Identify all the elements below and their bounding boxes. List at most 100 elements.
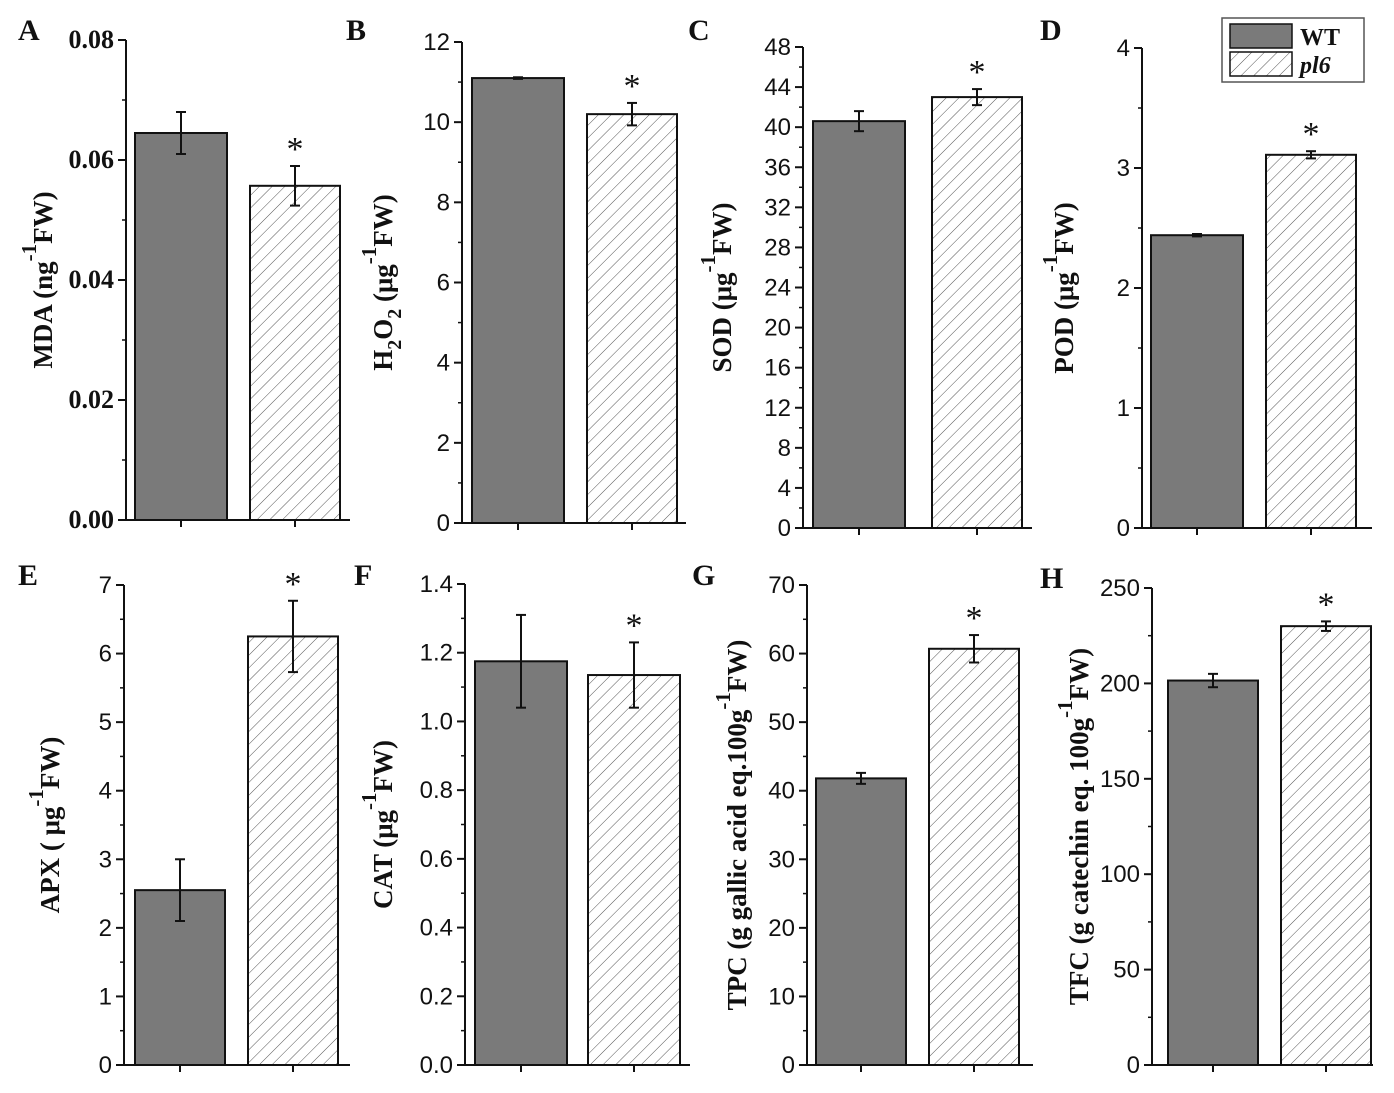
significance-marker: * xyxy=(1318,586,1335,623)
y-tick-label: 0 xyxy=(1127,1052,1140,1079)
y-tick-label: 0 xyxy=(782,1052,795,1079)
y-axis-label: POD (μg-1FW) xyxy=(1038,202,1079,374)
y-tick-label: 40 xyxy=(768,778,795,805)
significance-marker: * xyxy=(969,54,986,91)
y-tick-label: 50 xyxy=(768,709,795,736)
y-tick-label: 48 xyxy=(764,34,791,61)
y-tick-label: 50 xyxy=(1113,957,1140,984)
panel-label: F xyxy=(354,559,372,592)
bar-pl6 xyxy=(587,674,681,1067)
error-bar xyxy=(288,599,298,674)
y-tick-label: 0.2 xyxy=(420,983,453,1010)
panel-label: H xyxy=(1040,562,1063,595)
y-tick-label: 0 xyxy=(437,510,450,537)
y-tick-label: 3 xyxy=(99,846,112,873)
y-tick-label: 20 xyxy=(764,315,791,342)
y-tick-label: 2 xyxy=(1117,275,1130,302)
panel-label: C xyxy=(688,14,710,47)
y-tick-label: 0 xyxy=(99,1052,112,1079)
y-tick-label: 0.8 xyxy=(420,777,453,804)
significance-marker: * xyxy=(287,131,304,168)
bar-pl6 xyxy=(931,96,1023,530)
y-tick-label: 250 xyxy=(1100,575,1140,602)
y-tick-label: 28 xyxy=(764,234,791,261)
y-tick-label: 4 xyxy=(99,778,112,805)
panel-b: B 0 2 4 6 8 10 12 * H2O2 (μg-1FW) xyxy=(346,14,686,537)
y-tick-label: 4 xyxy=(1117,35,1130,62)
significance-marker: * xyxy=(966,600,983,637)
y-tick-label: 6 xyxy=(99,641,112,668)
error-bar xyxy=(175,858,185,922)
y-tick-label: 4 xyxy=(437,350,450,377)
error-bar xyxy=(629,641,639,709)
y-axis-label: MDA (ng-1FW) xyxy=(17,191,58,368)
y-tick-label: 40 xyxy=(764,114,791,141)
y-tick-label: 0 xyxy=(778,515,791,542)
y-axis-label: TFC (g catechin eq. 100g-1FW) xyxy=(1053,648,1094,1005)
error-bar xyxy=(972,88,982,107)
legend-swatch-wt xyxy=(1229,23,1293,49)
error-bar xyxy=(1192,233,1202,238)
y-tick-label: 150 xyxy=(1100,766,1140,793)
legend-swatch-pl6 xyxy=(1229,51,1293,77)
legend-label-pl6: pl6 xyxy=(1298,53,1331,79)
y-tick-label: 10 xyxy=(768,983,795,1010)
y-tick-label: 0.08 xyxy=(69,25,115,54)
y-tick-label: 1.4 xyxy=(420,571,453,598)
y-tick-label: 2 xyxy=(99,915,112,942)
significance-marker: * xyxy=(624,68,641,105)
bar-wt xyxy=(1167,679,1259,1067)
y-tick-label: 8 xyxy=(778,435,791,462)
panel-label: E xyxy=(18,559,38,592)
y-tick-label: 0.4 xyxy=(420,915,453,942)
error-bar xyxy=(1306,150,1316,160)
panel-g: G 0 10 20 30 40 50 60 70 * TPC (g gallic acid eq.1… xyxy=(692,559,1033,1079)
error-bar xyxy=(516,613,526,709)
y-tick-label: 2 xyxy=(437,430,450,457)
y-tick-label: 1.2 xyxy=(420,640,453,667)
y-tick-label: 30 xyxy=(768,846,795,873)
error-bar xyxy=(513,76,523,80)
y-tick-label: 12 xyxy=(764,395,791,422)
bar-wt xyxy=(815,777,907,1066)
bar-pl6 xyxy=(1280,625,1372,1066)
bar-pl6 xyxy=(928,647,1020,1066)
panel-label: B xyxy=(346,14,366,47)
y-tick-label: 0.04 xyxy=(69,265,115,294)
y-tick-label: 0.6 xyxy=(420,846,453,873)
significance-marker: * xyxy=(626,607,643,644)
y-tick-label: 8 xyxy=(437,189,450,216)
bar-pl6 xyxy=(1265,153,1357,530)
y-tick-label: 16 xyxy=(764,355,791,382)
y-tick-label: 200 xyxy=(1100,670,1140,697)
bar-wt xyxy=(474,660,568,1067)
panel-label: D xyxy=(1040,14,1062,47)
y-tick-label: 0.0 xyxy=(420,1052,453,1079)
y-axis-label: TPC (g gallic acid eq.100g-1FW) xyxy=(711,640,752,1011)
panel-d: D 0 1 2 3 4 * POD (μg-1FW) xyxy=(1038,14,1372,542)
y-tick-label: 100 xyxy=(1100,861,1140,888)
error-bar xyxy=(1208,672,1218,689)
bar-pl6 xyxy=(586,113,678,525)
y-tick-label: 44 xyxy=(764,74,791,101)
y-tick-label: 32 xyxy=(764,194,791,221)
panel-f: F 0.0 0.2 0.4 0.6 0.8 1.0 1.2 1.4 * CAT (μg-1FW) xyxy=(354,559,690,1079)
y-tick-label: 1 xyxy=(99,983,112,1010)
y-tick-label: 70 xyxy=(768,572,795,599)
panel-label: G xyxy=(692,559,715,592)
y-tick-label: 6 xyxy=(437,270,450,297)
significance-marker: * xyxy=(285,566,302,603)
error-bar xyxy=(1321,620,1331,632)
y-tick-label: 10 xyxy=(423,109,450,136)
y-axis-label: H2O2 (μg-1FW) xyxy=(357,194,406,371)
bar-pl6 xyxy=(247,635,339,1067)
y-tick-label: 1 xyxy=(1117,395,1130,422)
y-tick-label: 0.06 xyxy=(69,145,115,174)
y-tick-label: 7 xyxy=(99,572,112,599)
bar-wt xyxy=(134,132,228,521)
y-axis-label: SOD (μg-1FW) xyxy=(696,202,737,372)
error-bar xyxy=(627,101,637,127)
error-bar xyxy=(176,111,186,155)
